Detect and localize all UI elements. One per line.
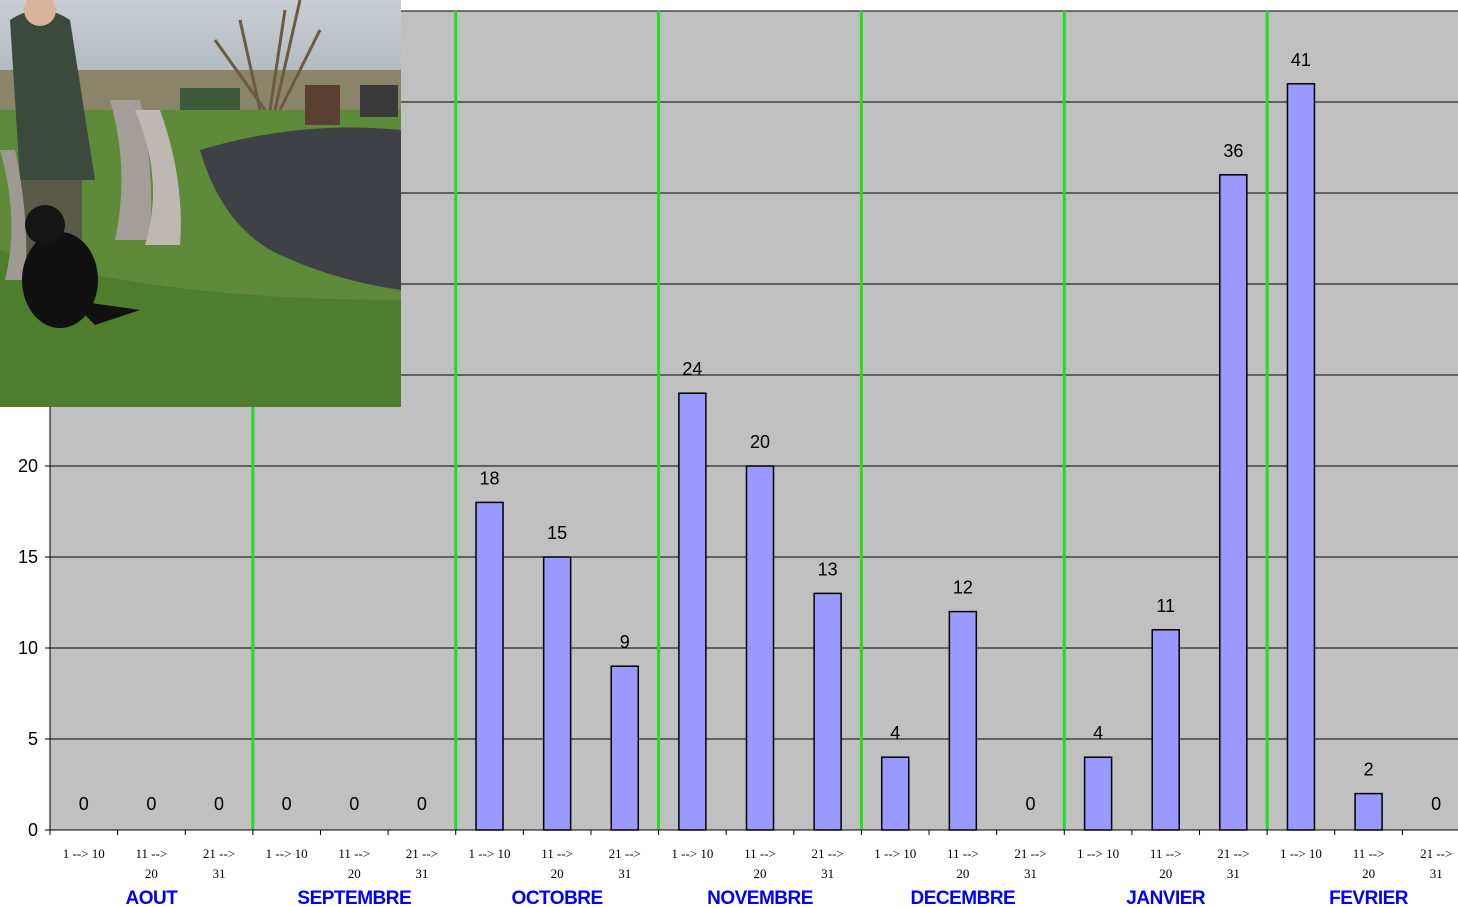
data-label: 0 bbox=[79, 794, 89, 814]
x-tick-label: 21 --> bbox=[1420, 846, 1452, 861]
bar bbox=[745, 465, 775, 831]
x-tick-label: 1 --> 10 bbox=[874, 846, 916, 861]
x-tick-label: 1 --> 10 bbox=[1280, 846, 1322, 861]
x-tick-label: 1 --> 10 bbox=[63, 846, 105, 861]
bar bbox=[475, 501, 504, 831]
data-label: 41 bbox=[1291, 50, 1311, 70]
x-tick-label: 21 --> bbox=[1014, 846, 1046, 861]
x-tick-label: 31 bbox=[618, 866, 631, 881]
x-tick-label: 31 bbox=[1430, 866, 1443, 881]
bar bbox=[678, 392, 707, 831]
data-label: 4 bbox=[1093, 723, 1103, 743]
bar bbox=[1151, 629, 1180, 831]
data-label: 36 bbox=[1223, 141, 1243, 161]
y-tick-label: 5 bbox=[28, 729, 38, 749]
x-tick-label: 21 --> bbox=[609, 846, 641, 861]
x-tick-label: 20 bbox=[145, 866, 158, 881]
x-tick-label: 20 bbox=[1159, 866, 1172, 881]
month-label: FEVRIER bbox=[1329, 888, 1409, 907]
bar bbox=[1083, 756, 1113, 831]
data-label: 0 bbox=[349, 794, 359, 814]
month-label: DECEMBRE bbox=[910, 888, 1015, 907]
x-tick-label: 31 bbox=[1227, 866, 1240, 881]
data-label: 0 bbox=[417, 794, 427, 814]
data-label: 12 bbox=[953, 578, 973, 598]
month-label: OCTOBRE bbox=[512, 888, 603, 907]
month-label: NOVEMBRE bbox=[707, 888, 813, 907]
x-tick-label: 11 --> bbox=[1353, 846, 1385, 861]
y-tick-label: 10 bbox=[18, 638, 38, 658]
bar bbox=[1286, 83, 1316, 831]
data-label: 0 bbox=[146, 794, 156, 814]
x-tick-label: 31 bbox=[213, 866, 226, 881]
x-tick-label: 11 --> bbox=[1150, 846, 1182, 861]
data-label: 18 bbox=[480, 468, 500, 488]
x-tick-label: 20 bbox=[754, 866, 767, 881]
hunter-photo bbox=[0, 0, 401, 407]
x-tick-label: 11 --> bbox=[947, 846, 979, 861]
data-label: 11 bbox=[1156, 596, 1175, 616]
data-label: 0 bbox=[282, 794, 292, 814]
x-tick-label: 20 bbox=[956, 866, 969, 881]
x-tick-label: 1 --> 10 bbox=[671, 846, 713, 861]
x-tick-label: 1 --> 10 bbox=[266, 846, 308, 861]
data-label: 15 bbox=[547, 523, 567, 543]
data-label: 0 bbox=[214, 794, 224, 814]
bar bbox=[1219, 174, 1248, 831]
y-tick-label: 20 bbox=[18, 456, 38, 476]
y-tick-label: 0 bbox=[28, 820, 38, 840]
x-tick-label: 31 bbox=[821, 866, 834, 881]
bar bbox=[610, 665, 640, 831]
x-tick-label: 21 --> bbox=[811, 846, 843, 861]
x-tick-label: 21 --> bbox=[203, 846, 235, 861]
bar bbox=[880, 756, 910, 831]
month-label: AOUT bbox=[126, 888, 179, 907]
x-tick-label: 1 --> 10 bbox=[469, 846, 511, 861]
data-label: 13 bbox=[818, 559, 838, 579]
x-tick-label: 11 --> bbox=[541, 846, 573, 861]
bar bbox=[1354, 792, 1383, 831]
x-tick-label: 20 bbox=[348, 866, 361, 881]
data-label: 4 bbox=[890, 723, 900, 743]
x-tick-label: 11 --> bbox=[744, 846, 776, 861]
x-tick-label: 31 bbox=[415, 866, 428, 881]
x-tick-label: 20 bbox=[551, 866, 564, 881]
data-label: 20 bbox=[750, 432, 770, 452]
data-label: 0 bbox=[1025, 794, 1035, 814]
bar bbox=[542, 556, 572, 831]
data-label: 9 bbox=[620, 632, 630, 652]
bar bbox=[813, 592, 842, 831]
x-tick-label: 31 bbox=[1024, 866, 1037, 881]
month-label: SEPTEMBRE bbox=[297, 888, 411, 907]
x-tick-label: 20 bbox=[1362, 866, 1375, 881]
x-tick-label: 1 --> 10 bbox=[1077, 846, 1119, 861]
x-tick-label: 11 --> bbox=[136, 846, 168, 861]
x-tick-label: 21 --> bbox=[406, 846, 438, 861]
month-label: JANVIER bbox=[1126, 888, 1206, 907]
bar bbox=[948, 610, 978, 831]
data-label: 24 bbox=[682, 359, 702, 379]
x-tick-label: 21 --> bbox=[1217, 846, 1249, 861]
data-label: 0 bbox=[1431, 794, 1441, 814]
x-tick-label: 11 --> bbox=[338, 846, 370, 861]
data-label: 2 bbox=[1364, 760, 1374, 780]
y-tick-label: 15 bbox=[18, 547, 38, 567]
